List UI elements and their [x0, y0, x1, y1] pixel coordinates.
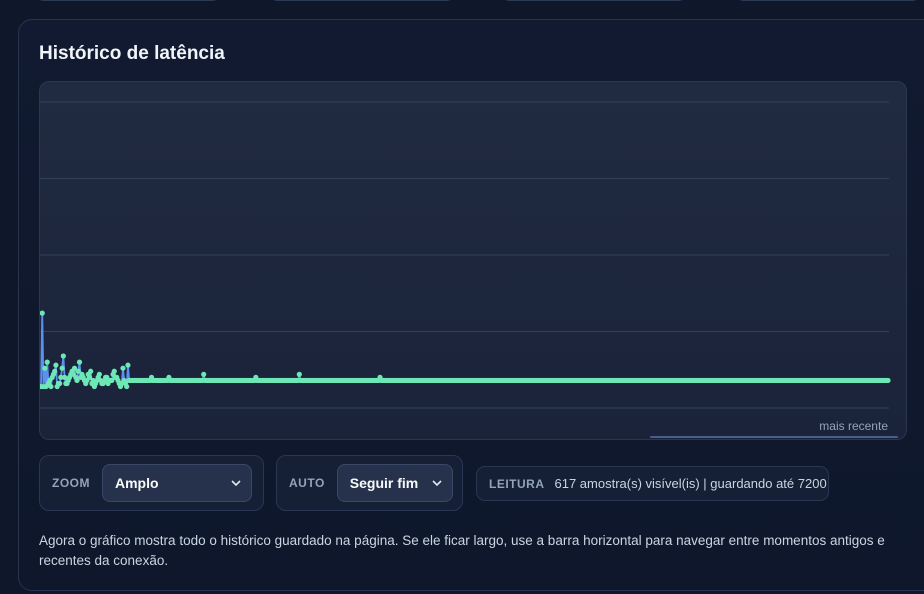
- latency-point: [60, 353, 66, 359]
- zoom-select-value: Amplo: [115, 475, 159, 491]
- chevron-down-icon: [432, 480, 442, 487]
- previous-card-edge: [734, 0, 922, 1]
- latency-point: [74, 377, 80, 384]
- latency-point: [76, 359, 83, 365]
- latency-chart[interactable]: mais recente: [39, 81, 907, 440]
- latency-point: [201, 371, 207, 377]
- panel-title: Histórico de latência: [39, 43, 225, 64]
- help-note: Agora o gráfico mostra todo o histórico …: [39, 533, 885, 568]
- latency-point: [96, 371, 102, 377]
- auto-select[interactable]: Seguir fim: [336, 464, 453, 502]
- latency-point: [125, 362, 131, 368]
- zoom-control: ZOOM Amplo: [39, 455, 264, 511]
- latency-point: [58, 374, 64, 380]
- latency-point: [53, 362, 59, 368]
- latency-point: [44, 359, 50, 365]
- latency-point: [109, 377, 115, 384]
- zoom-label: ZOOM: [52, 476, 90, 490]
- latency-point: [111, 368, 117, 374]
- previous-card-edge: [34, 0, 222, 1]
- reading-text: 617 amostra(s) visível(is) | guardando a…: [554, 476, 827, 491]
- latency-point: [71, 365, 78, 371]
- horizontal-scrollbar[interactable]: [650, 436, 898, 438]
- latency-point: [296, 371, 302, 377]
- latency-point: [885, 377, 891, 384]
- zoom-select[interactable]: Amplo: [102, 464, 252, 502]
- latency-point: [57, 380, 63, 387]
- latency-point: [48, 383, 54, 390]
- latency-point: [75, 368, 81, 374]
- top-strip: [0, 0, 924, 10]
- latency-point: [59, 365, 65, 371]
- latency-point: [62, 374, 68, 380]
- auto-label: AUTO: [289, 476, 325, 490]
- latency-point: [86, 374, 93, 380]
- latency-point: [40, 310, 45, 316]
- previous-card-edge: [268, 0, 456, 1]
- latency-point: [124, 383, 130, 390]
- x-axis-end-label: mais recente: [819, 419, 888, 433]
- latency-point: [120, 365, 126, 371]
- latency-point: [42, 365, 48, 371]
- auto-control: AUTO Seguir fim: [276, 455, 463, 511]
- latency-chart-svg: [40, 101, 891, 409]
- reading-badge: LEITURA 617 amostra(s) visível(is) | gua…: [476, 466, 829, 501]
- reading-label: LEITURA: [489, 476, 545, 491]
- auto-select-value: Seguir fim: [349, 475, 419, 491]
- latency-point: [52, 368, 58, 374]
- latency-point: [88, 368, 94, 374]
- previous-card-edge: [500, 0, 688, 1]
- chevron-down-icon: [231, 480, 241, 487]
